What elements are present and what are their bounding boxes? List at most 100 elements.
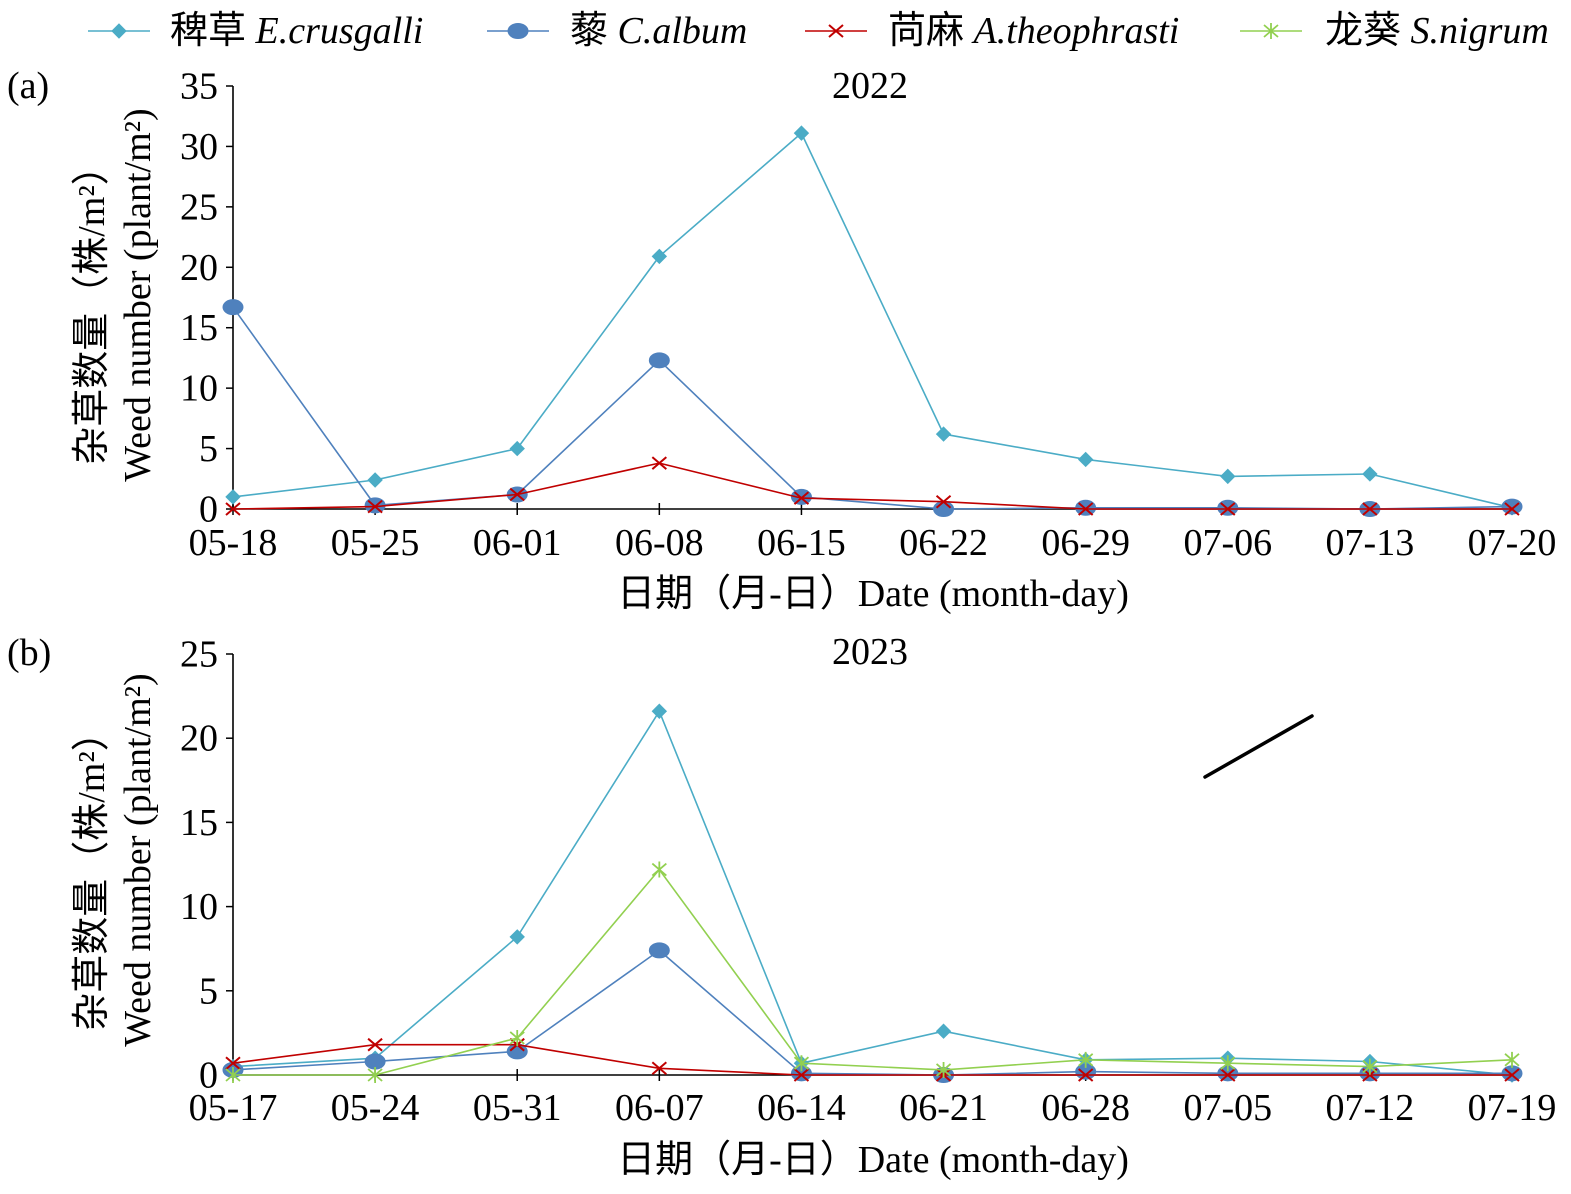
x-tick-label: 05-18 (189, 522, 278, 564)
a-theophrasti-point (1220, 502, 1236, 516)
x-tick-label: 05-24 (331, 1087, 420, 1129)
e-crusgalli-point (935, 426, 952, 442)
x-tick-label: 06-22 (899, 522, 988, 564)
x-tick-label: 05-31 (473, 1087, 562, 1129)
s-nigrum-point (367, 1067, 383, 1083)
s-nigrum-point (1504, 1051, 1520, 1068)
axes: 0 5 10 15 20 25 30 35 05-18 05-25 06-01 06-08 06-15 0… (180, 66, 1556, 565)
c-album-legend-marker (507, 23, 529, 39)
y-tick-label: 25 (180, 634, 218, 676)
a-theophrasti-point (367, 499, 383, 514)
e-crusgalli-point (651, 248, 668, 265)
a-theophrasti-point (225, 1056, 241, 1070)
a-theophrasti-point (651, 456, 667, 470)
e-crusgalli-point (935, 1023, 952, 1039)
legend-key-c-album (487, 23, 549, 39)
legend: 稗草 E.crusgalli 藜 C.album 苘麻 A.theophrast… (88, 10, 1549, 52)
chart-title: 2022 (832, 65, 908, 107)
x-tick-label: 06-07 (615, 1087, 704, 1129)
c-album-point (222, 299, 244, 316)
a-theophrasti-point (367, 1037, 383, 1052)
panel-b-2023: (b) 2023 杂草数量（株/m²） Weed number (plant/m… (7, 631, 1556, 1181)
y-tick-label: 35 (180, 66, 218, 108)
a-theophrasti-line (232, 462, 1512, 510)
legend-label-a-theophrasti: 苘麻 A.theophrasti (888, 10, 1179, 52)
plot-area: 0 5 10 15 20 25 30 35 05-18 05-25 06-01 06-08 06-15 0… (180, 66, 1556, 565)
y-axis-label-en: Weed number (plant/m²) (117, 673, 159, 1046)
a-theophrasti-point (1078, 502, 1094, 516)
chart-title: 2023 (832, 631, 908, 673)
c-album-point (648, 352, 670, 369)
y-tick-label: 10 (180, 886, 218, 928)
x-axis-label: 日期（月-日）Date (month-day) (617, 573, 1129, 615)
e-crusgalli-legend-marker (111, 23, 127, 39)
x-tick-label: 05-25 (331, 522, 420, 564)
a-theophrasti-point (1504, 1068, 1520, 1082)
legend-key-e-crusgalli (88, 23, 150, 39)
s-nigrum-series (225, 861, 1520, 1083)
legend-item-a-theophrasti: 苘麻 A.theophrasti (805, 10, 1179, 52)
legend-label-e-crusgalli: 稗草 E.crusgalli (170, 10, 423, 52)
a-theophrasti-point (793, 1068, 810, 1082)
c-album-point (1501, 498, 1523, 515)
x-tick-label: 06-01 (473, 522, 562, 564)
s-nigrum-point (1220, 1055, 1236, 1072)
a-theophrasti-line (232, 1043, 1512, 1076)
a-theophrasti-point (1504, 502, 1520, 516)
stray-line-mark (1203, 714, 1314, 779)
a-theophrasti-series (225, 1037, 1520, 1082)
s-nigrum-line (233, 868, 1513, 1076)
x-tick-label: 06-28 (1041, 1087, 1130, 1129)
y-tick-label: 15 (180, 307, 218, 349)
legend-label-c-album: 藜 C.album (570, 10, 747, 52)
y-tick-label: 5 (199, 970, 218, 1012)
c-album-point (1501, 1065, 1523, 1082)
x-axis-label: 日期（月-日）Date (month-day) (617, 1139, 1129, 1181)
e-crusgalli-line (232, 132, 1513, 509)
x-tick-label: 07-06 (1183, 522, 1272, 564)
s-nigrum-legend-marker (1263, 23, 1279, 39)
a-theophrasti-point (935, 494, 952, 509)
y-tick-label: 20 (180, 247, 218, 289)
panel-label: (b) (7, 632, 51, 674)
y-tick-label: 5 (199, 428, 218, 470)
c-album-point (648, 942, 670, 959)
e-crusgalli-point (225, 489, 241, 505)
a-theophrasti-point (509, 487, 525, 502)
s-nigrum-point (509, 1029, 525, 1046)
s-nigrum-point (1078, 1051, 1094, 1068)
s-nigrum-point (793, 1055, 810, 1072)
panel-a-2022: (a) 2022 杂草数量（株/m²） Weed number (plant/m… (7, 65, 1556, 615)
s-nigrum-point (225, 1067, 241, 1083)
e-crusgalli-point (509, 440, 525, 457)
y-axis-label-cn: 杂草数量（株/m²） (71, 147, 113, 465)
legend-item-s-nigrum: 龙葵 S.nigrum (1240, 10, 1549, 52)
e-crusgalli-line (232, 710, 1513, 1076)
a-theophrasti-legend-marker (828, 24, 844, 38)
plot-area: 0 5 10 15 20 25 05-17 05-24 05-31 06-07 06-14 06-21… (180, 634, 1556, 1130)
a-theophrasti-point (1220, 1068, 1236, 1082)
a-theophrasti-point (1078, 1068, 1094, 1082)
x-tick-label: 06-15 (757, 522, 846, 564)
e-crusgalli-point (793, 125, 810, 141)
s-nigrum-point (935, 1061, 952, 1078)
x-tick-label: 07-13 (1326, 522, 1415, 564)
x-tick-label: 06-14 (757, 1087, 846, 1129)
a-theophrasti-series (225, 456, 1520, 516)
x-tick-label: 05-17 (189, 1087, 278, 1129)
y-tick-label: 25 (180, 186, 218, 228)
x-tick-label: 07-20 (1468, 522, 1557, 564)
axes: 0 5 10 15 20 25 05-17 05-24 05-31 06-07 06-14 06-21… (180, 634, 1556, 1130)
s-nigrum-point (1362, 1058, 1378, 1075)
legend-key-a-theophrasti (805, 24, 867, 38)
s-nigrum-point (651, 861, 667, 878)
a-theophrasti-point (1362, 502, 1378, 516)
y-tick-label: 15 (180, 802, 218, 844)
e-crusgalli-point (1362, 466, 1378, 482)
x-tick-label: 07-12 (1326, 1087, 1415, 1129)
a-theophrasti-point (651, 1061, 667, 1076)
legend-item-e-crusgalli: 稗草 E.crusgalli (88, 10, 423, 52)
e-crusgalli-point (509, 929, 525, 945)
y-axis-label-en: Weed number (plant/m²) (117, 108, 159, 481)
